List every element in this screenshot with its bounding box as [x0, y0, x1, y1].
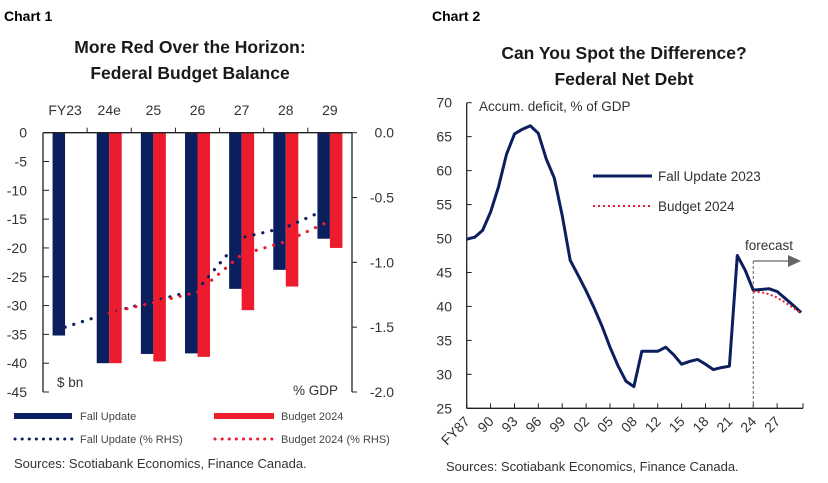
x-tick-label: 90 — [474, 413, 496, 435]
left-y-tick-label: -15 — [7, 211, 27, 227]
x-tick-label: 12 — [642, 413, 664, 435]
bar-budget-2024 — [329, 132, 343, 248]
bar-fall-update — [96, 132, 110, 364]
y-tick-label: 70 — [436, 95, 452, 111]
x-tick-label: 25 — [146, 102, 162, 118]
right-y-tick-label: 0.0 — [375, 125, 395, 141]
chart1-title-line1: More Red Over the Horizon: — [74, 37, 305, 57]
x-tick-label: 28 — [278, 102, 294, 118]
left-y-tick-label: -35 — [7, 326, 27, 342]
legend-budget-2024-swatch — [214, 413, 274, 419]
legend-fall-update: Fall Update — [80, 411, 136, 423]
x-tick-label: 24e — [98, 102, 122, 118]
legend-fall-update-2023: Fall Update 2023 — [658, 169, 761, 184]
forecast-arrowhead-icon — [788, 255, 801, 267]
bar-fall-update — [140, 132, 154, 354]
bar-budget-2024 — [241, 132, 255, 311]
x-tick-label: 21 — [713, 413, 735, 435]
chart2-title-line2: Federal Net Debt — [554, 69, 693, 89]
x-tick-label: 27 — [234, 102, 250, 118]
chart2-label: Chart 2 — [432, 8, 480, 24]
bar-fall-update — [273, 132, 286, 270]
y-tick-label: 65 — [436, 129, 452, 145]
bar-fall-update — [185, 132, 198, 354]
x-tick-label: 08 — [618, 413, 640, 435]
x-tick-label: 93 — [498, 413, 520, 435]
chart2-title-line1: Can You Spot the Difference? — [501, 43, 746, 63]
y-tick-label: 40 — [436, 298, 452, 314]
x-tick-label: 05 — [594, 413, 616, 435]
x-tick-label: 27 — [761, 413, 783, 435]
x-tick-label: 29 — [322, 102, 338, 118]
line-budget-2024-rhs- — [107, 219, 332, 315]
bar-budget-2024 — [153, 132, 166, 362]
y-tick-label: 60 — [436, 163, 452, 179]
left-y-tick-label: -10 — [7, 182, 27, 198]
chart1-title-line2: Federal Budget Balance — [90, 63, 290, 83]
left-y-tick-label: -20 — [7, 240, 27, 256]
legend-budget-2024-rhs: Budget 2024 (% RHS) — [281, 434, 390, 446]
x-tick-label: 15 — [665, 413, 687, 435]
x-tick-label: 96 — [522, 413, 544, 435]
y-tick-label: 35 — [436, 332, 452, 348]
line-fall-update-2023 — [466, 124, 803, 389]
x-tick-label: 24 — [737, 413, 759, 435]
left-y-tick-label: -5 — [15, 154, 28, 170]
x-tick-label: 18 — [689, 413, 711, 435]
y-tick-label: 25 — [436, 400, 452, 416]
legend-fall-update-swatch — [14, 413, 72, 419]
legend-fall-update-rhs: Fall Update (% RHS) — [80, 434, 183, 446]
chart2-ylabel: Accum. deficit, % of GDP — [479, 99, 631, 114]
bar-budget-2024 — [197, 132, 210, 357]
x-tick-label: 99 — [546, 413, 568, 435]
line-budget-2024 — [753, 290, 802, 315]
legend-budget-2024-line: Budget 2024 — [658, 199, 735, 214]
right-y-tick-label: -2.0 — [370, 384, 394, 400]
left-y-tick-label: -40 — [7, 355, 27, 371]
x-tick-label: 26 — [190, 102, 206, 118]
x-tick-label: FY87 — [438, 413, 473, 448]
forecast-annotation: forecast — [745, 238, 793, 253]
x-tick-label: 02 — [570, 413, 592, 435]
right-y-tick-label: -0.5 — [370, 190, 394, 206]
chart1-label: Chart 1 — [4, 8, 52, 24]
right-y-tick-label: -1.0 — [370, 254, 394, 270]
bar-budget-2024 — [285, 132, 299, 287]
chart2-source: Sources: Scotiabank Economics, Finance C… — [446, 459, 739, 474]
bar-fall-update — [317, 132, 330, 239]
chart1-source: Sources: Scotiabank Economics, Finance C… — [14, 456, 307, 471]
left-y-tick-label: 0 — [19, 125, 27, 141]
right-y-tick-label: -1.5 — [370, 319, 394, 335]
y-tick-label: 55 — [436, 197, 452, 213]
chart1-left-unit: $ bn — [57, 375, 83, 390]
bar-fall-update — [52, 132, 66, 336]
bar-budget-2024 — [109, 132, 122, 364]
chart1-plot: FY23 24e 25 26 27 28 29 0 -5 -10 -15 -20 -25 -30 -35 -4… — [7, 102, 394, 400]
chart1-right-unit: % GDP — [293, 383, 338, 398]
y-tick-label: 50 — [436, 231, 452, 247]
x-tick-label: FY23 — [48, 102, 82, 118]
left-y-tick-label: -45 — [7, 384, 27, 400]
y-tick-label: 45 — [436, 264, 452, 280]
y-tick-label: 30 — [436, 366, 452, 382]
bar-fall-update — [229, 132, 242, 289]
left-y-tick-label: -25 — [7, 269, 27, 285]
left-y-tick-label: -30 — [7, 298, 27, 314]
legend-budget-2024: Budget 2024 — [281, 411, 343, 423]
